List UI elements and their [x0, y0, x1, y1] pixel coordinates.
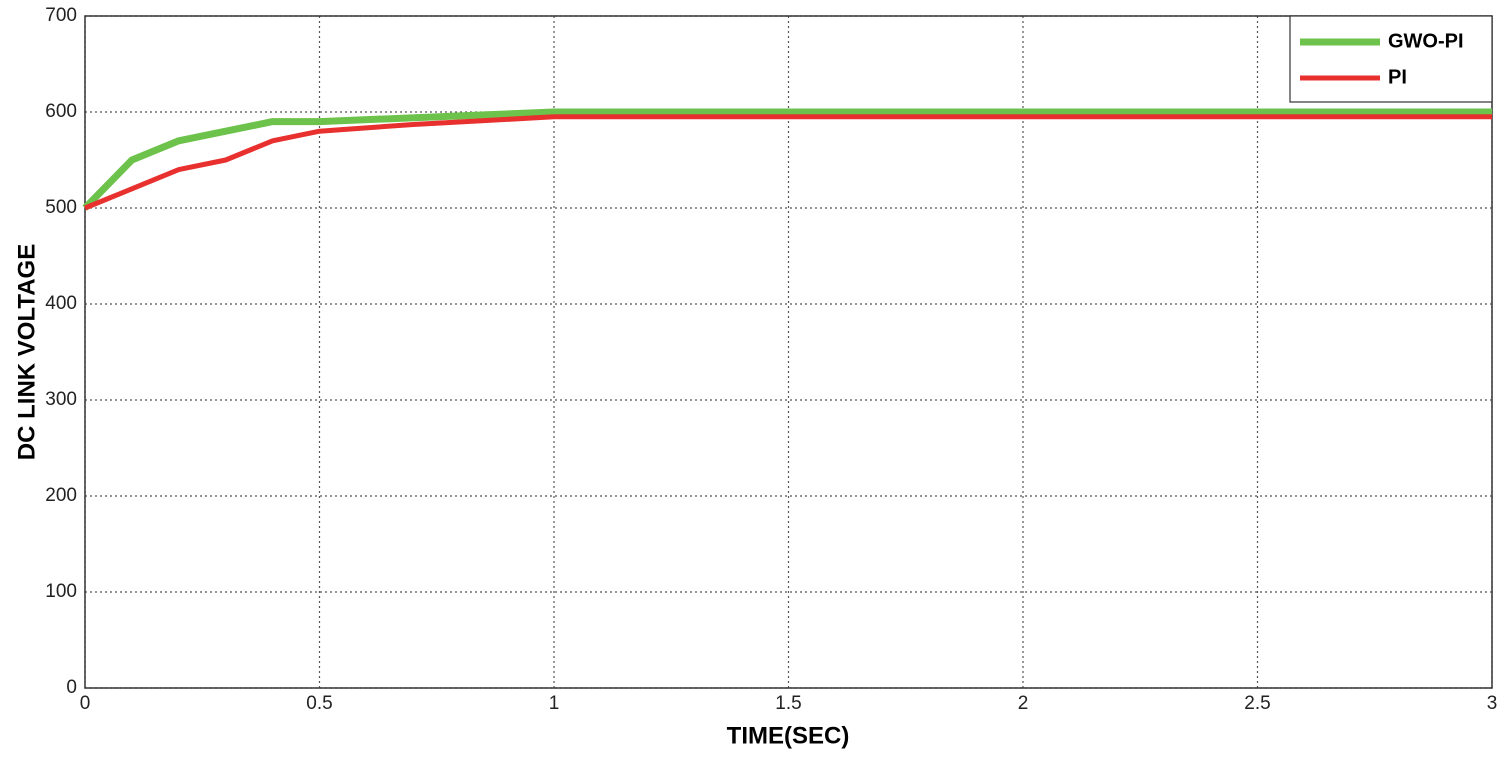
y-axis-title: DC LINK VOLTAGE [13, 244, 40, 460]
plot-frame [84, 15, 1493, 689]
x-tick-label: 0.5 [306, 693, 332, 714]
y-tick-label: 600 [45, 101, 77, 122]
y-tick-label: 700 [45, 5, 77, 26]
x-tick-label: 0 [80, 693, 91, 714]
y-tick-label: 300 [45, 389, 77, 410]
y-tick-label: 0 [66, 677, 77, 698]
x-tick-label: 2.5 [1244, 693, 1270, 714]
x-tick-label: 2 [1018, 693, 1029, 714]
y-tick-label: 400 [45, 293, 77, 314]
x-tick-label: 3 [1487, 693, 1498, 714]
x-tick-label: 1 [549, 693, 560, 714]
y-tick-label: 100 [45, 581, 77, 602]
legend-text: GWO-PI [1388, 30, 1464, 52]
data-line [82, 108, 1492, 211]
legend-box [1289, 15, 1493, 103]
legend-text: PI [1388, 66, 1407, 88]
x-tick-label: 1.5 [775, 693, 801, 714]
data-line [84, 114, 1492, 211]
y-tick-label: 200 [45, 485, 77, 506]
x-axis-title: TIME(SEC) [727, 722, 850, 749]
y-tick-label: 500 [45, 197, 77, 218]
